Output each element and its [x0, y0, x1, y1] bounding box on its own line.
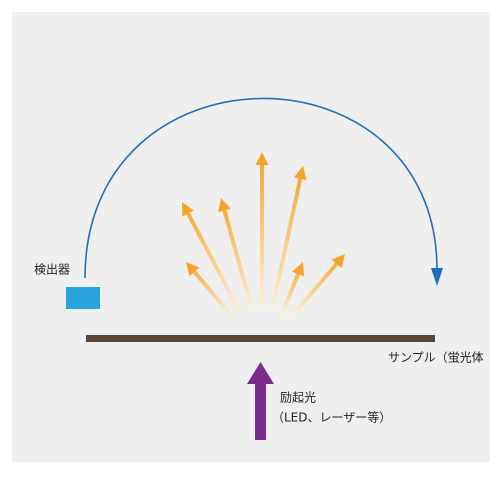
- sample-bar: [86, 335, 435, 342]
- detector-label: 検出器: [34, 263, 70, 277]
- emission-ray: [186, 212, 242, 313]
- emission-arrowhead: [292, 262, 305, 277]
- emission-arrowhead: [255, 152, 269, 165]
- emission-ray: [222, 209, 254, 311]
- detector: [66, 287, 100, 309]
- arc-arrowhead: [431, 268, 443, 286]
- emission-arrowhead: [186, 262, 200, 277]
- emission-ray: [280, 273, 300, 315]
- emission-arrowhead: [218, 198, 231, 213]
- sample-label: サンプル（蛍光体: [388, 351, 484, 365]
- emission-arrowhead: [331, 254, 345, 269]
- excitation-shaft: [255, 382, 266, 440]
- panel: [12, 12, 490, 462]
- detection-arc: [84, 97, 438, 279]
- emission-ray: [290, 262, 339, 318]
- excitation-source-label: （LED、レーザー等）: [272, 411, 391, 425]
- emission-arrowhead: [293, 166, 307, 181]
- emission-ray: [192, 270, 234, 318]
- excitation-arrowhead: [247, 362, 274, 384]
- emission-arrowhead: [182, 202, 194, 217]
- emission-ray: [270, 178, 303, 311]
- emission-rays: [182, 152, 345, 318]
- excitation-label: 励起光: [280, 391, 316, 405]
